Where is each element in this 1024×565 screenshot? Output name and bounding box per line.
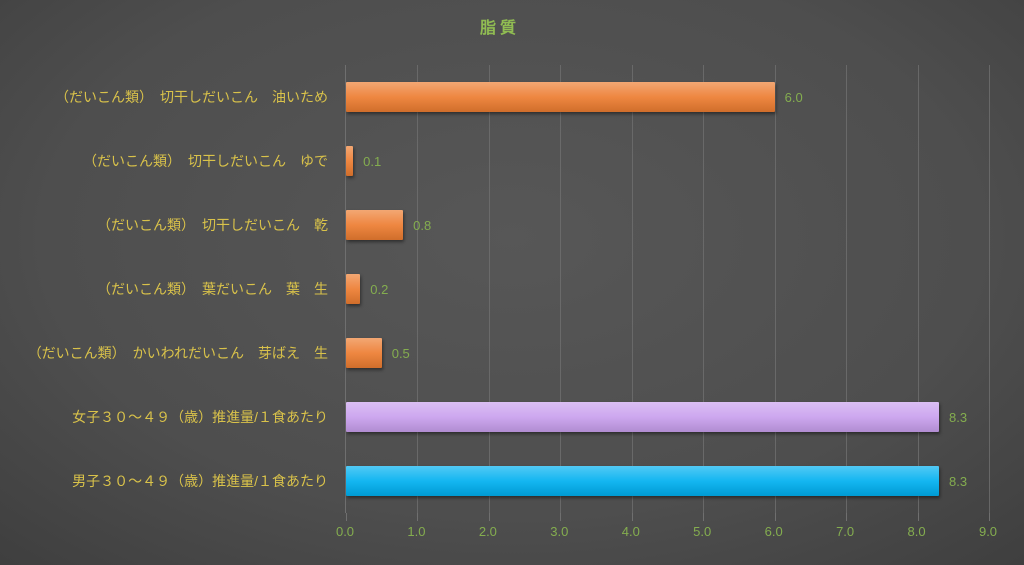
axis-tick bbox=[346, 513, 347, 521]
gridline bbox=[846, 65, 848, 513]
axis-tick bbox=[560, 513, 562, 521]
axis-tick-label: 4.0 bbox=[621, 524, 640, 539]
gridline bbox=[703, 65, 705, 513]
bar-0[interactable] bbox=[346, 82, 775, 112]
axis-tick bbox=[989, 513, 990, 521]
gridline bbox=[774, 65, 776, 513]
axis-tick bbox=[774, 513, 776, 521]
x-axis: 0.0 1.0 2.0 3.0 4.0 5.0 6.0 7.0 8.0 9.0 bbox=[336, 524, 997, 544]
data-label: 0.2 bbox=[370, 281, 389, 297]
data-label: 0.5 bbox=[391, 345, 410, 361]
data-label: 0.1 bbox=[363, 153, 382, 169]
gridline bbox=[989, 65, 990, 513]
bar-1[interactable] bbox=[346, 146, 354, 176]
category-label: 男子３０～４９（歳）推進量/１食あたり bbox=[72, 473, 328, 489]
category-label: 女子３０～４９（歳）推進量/１食あたり bbox=[72, 409, 328, 425]
axis-tick-label: 5.0 bbox=[693, 524, 712, 539]
category-label: （だいこん類） かいわれだいこん 芽ばえ 生 bbox=[27, 345, 328, 361]
axis-tick-label: 2.0 bbox=[478, 524, 497, 539]
gridline bbox=[417, 65, 419, 513]
axis-tick bbox=[631, 513, 633, 521]
data-label: 0.8 bbox=[413, 217, 432, 233]
chart-title: 脂質 bbox=[479, 20, 520, 37]
category-label: （だいこん類） 葉だいこん 葉 生 bbox=[97, 281, 328, 297]
axis-tick-label: 0.0 bbox=[335, 524, 355, 539]
data-label: 8.3 bbox=[948, 473, 968, 489]
axis-tick-label: 6.0 bbox=[764, 524, 783, 539]
gridline bbox=[917, 65, 919, 513]
axis-tick-label: 1.0 bbox=[407, 524, 426, 539]
bar-2[interactable] bbox=[346, 210, 404, 240]
axis-tick bbox=[488, 513, 490, 521]
data-label: 6.0 bbox=[784, 89, 803, 105]
axis-tick bbox=[846, 513, 848, 521]
axis-tick-label: 9.0 bbox=[978, 524, 998, 539]
axis-tick-label: 8.0 bbox=[907, 524, 926, 539]
gridline bbox=[488, 65, 490, 513]
plot-area: 6.0 0.1 0.8 0.2 0.5 8.3 8.3 bbox=[345, 65, 990, 521]
category-axis: （だいこん類） 切干しだいこん 油いため （だいこん類） 切干しだいこん ゆで （だ… bbox=[0, 65, 336, 513]
bar-4[interactable] bbox=[346, 338, 382, 368]
axis-tick bbox=[417, 513, 419, 521]
category-label: （だいこん類） 切干しだいこん 乾 bbox=[97, 217, 328, 233]
data-label: 8.3 bbox=[948, 409, 968, 425]
axis-tick-label: 3.0 bbox=[550, 524, 569, 539]
category-label: （だいこん類） 切干しだいこん ゆで bbox=[83, 153, 328, 169]
bar-3[interactable] bbox=[346, 274, 361, 304]
category-label: （だいこん類） 切干しだいこん 油いため bbox=[55, 89, 328, 105]
gridline bbox=[560, 65, 562, 513]
bar-5[interactable] bbox=[346, 402, 939, 432]
axis-tick-label: 7.0 bbox=[836, 524, 855, 539]
axis-tick bbox=[917, 513, 919, 521]
bar-6[interactable] bbox=[346, 466, 939, 496]
gridline bbox=[631, 65, 633, 513]
axis-tick bbox=[703, 513, 705, 521]
